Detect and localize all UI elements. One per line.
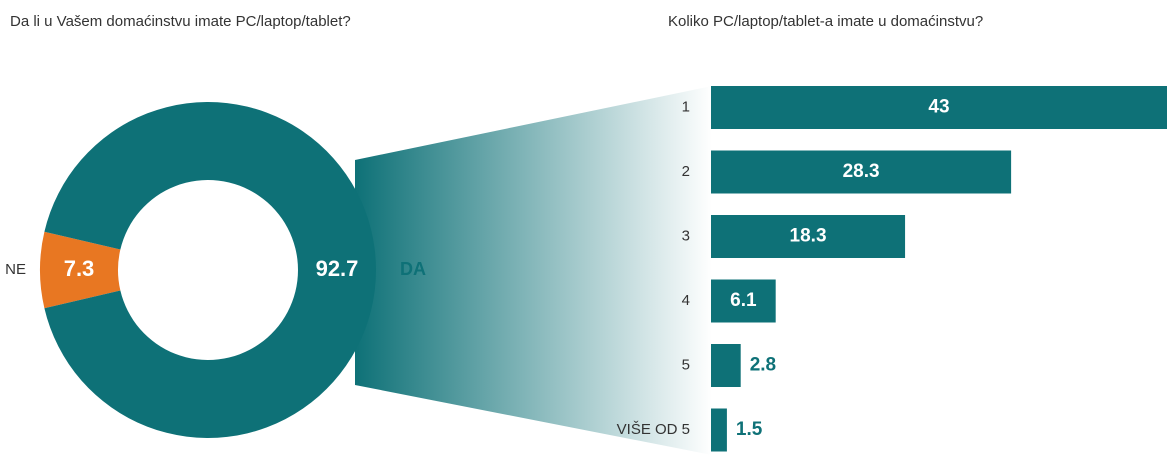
chart-title: Da li u Vašem domaćinstvu imate PC/lapto… [10, 13, 351, 30]
category-label: 2 [682, 163, 690, 180]
chart-title: Koliko PC/laptop/tablet-a imate u domaći… [668, 13, 983, 30]
bar [711, 150, 1012, 194]
bar [711, 408, 727, 452]
category-label: 5 [682, 356, 690, 373]
category-label: 3 [682, 227, 690, 244]
category-label: 4 [682, 292, 690, 309]
value-label: 6.1 [730, 290, 757, 311]
value-label: 7.3 [64, 256, 95, 281]
bar [711, 279, 776, 323]
category-label: VIŠE OD 5 [617, 421, 690, 438]
value-label: 1.5 [736, 419, 763, 440]
bar [711, 215, 906, 258]
value-label: 18.3 [790, 226, 827, 247]
category-label: DA [400, 259, 426, 279]
funnel [355, 86, 712, 455]
value-label: 2.8 [750, 355, 776, 376]
value-label: 92.7 [316, 256, 359, 281]
value-label: 28.3 [843, 161, 880, 182]
category-label: NE [5, 261, 26, 278]
donut-segment [39, 231, 121, 309]
bar [711, 344, 741, 387]
donut-segment [44, 102, 376, 439]
bar [711, 86, 1167, 129]
value-label: 43 [928, 97, 949, 118]
category-label: 1 [682, 98, 690, 115]
